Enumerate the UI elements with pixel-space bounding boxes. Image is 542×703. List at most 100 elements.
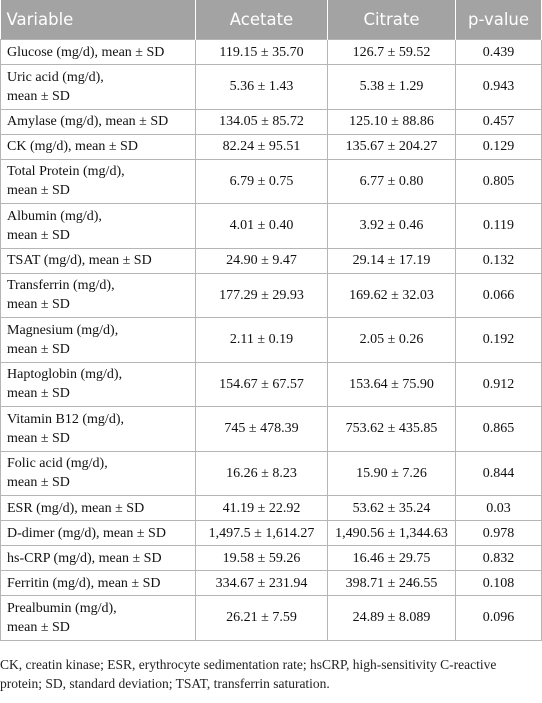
header-row: Variable Acetate Citrate p-value: [0, 0, 542, 40]
cell-line: mean ± SD: [7, 341, 70, 357]
table-cell: 154.67 ± 67.57: [195, 361, 328, 407]
table-cell: 41.19 ± 22.92: [195, 495, 328, 521]
table-cell: 0.865: [455, 406, 542, 452]
table-row: Prealbumin (mg/d), mean ± SD 26.21 ± 7.59 2…: [0, 595, 542, 641]
cell-line: Transferrin (mg/d),: [7, 278, 115, 294]
table-cell: 0.978: [455, 520, 542, 546]
table-cell: 82.24 ± 95.51: [195, 133, 328, 160]
table-cell: D-dimer (mg/d), mean ± SD: [0, 520, 196, 546]
table-cell: 0.805: [455, 158, 542, 204]
table-cell: 2.11 ± 0.19: [195, 317, 328, 363]
table-cell: TSAT (mg/d), mean ± SD: [0, 247, 196, 274]
table-cell: 1,497.5 ± 1,614.27: [195, 520, 328, 546]
table-cell: 0.912: [455, 361, 542, 407]
table-row: Total Protein (mg/d), mean ± SD 6.79 ± 0.7…: [0, 158, 542, 204]
table-cell: 5.38 ± 1.29: [327, 64, 456, 110]
table-cell: Albumin (mg/d), mean ± SD: [0, 203, 196, 249]
table-cell: 0.832: [455, 545, 542, 571]
table-cell: 745 ± 478.39: [195, 406, 328, 452]
table-cell: 0.943: [455, 64, 542, 110]
table-cell: 0.096: [455, 595, 542, 641]
table-row: Glucose (mg/d), mean ± SD 119.15 ± 35.70 1…: [0, 39, 542, 65]
table-cell: 2.05 ± 0.26: [327, 317, 456, 363]
table-cell: 0.457: [455, 108, 542, 135]
header-cell: Acetate: [195, 0, 328, 40]
table-cell: 135.67 ± 204.27: [327, 133, 456, 160]
table-cell: 334.67 ± 231.94: [195, 570, 328, 596]
table-row: Transferrin (mg/d), mean ± SD 177.29 ± 29.…: [0, 272, 542, 318]
table-cell: 24.90 ± 9.47: [195, 247, 328, 274]
table-cell: 16.46 ± 29.75: [327, 545, 456, 571]
cell-line: mean ± SD: [7, 475, 70, 491]
table-cell: 5.36 ± 1.43: [195, 64, 328, 110]
table-cell: 0.844: [455, 450, 542, 496]
data-table: Variable Acetate Citrate p-value Glucose (m…: [0, 0, 542, 641]
cell-line: mean ± SD: [7, 297, 70, 313]
table-cell: 6.77 ± 0.80: [327, 158, 456, 204]
table-cell: Folic acid (mg/d), mean ± SD: [0, 450, 196, 496]
header-cell: Variable: [0, 0, 196, 40]
cell-line: Albumin (mg/d),: [7, 208, 102, 224]
table-row: Amylase (mg/d), mean ± SD 134.05 ± 85.72 1…: [0, 108, 542, 135]
table-body: Glucose (mg/d), mean ± SD 119.15 ± 35.70 1…: [0, 39, 542, 641]
table-cell: 29.14 ± 17.19: [327, 247, 456, 274]
cell-line: Haptoglobin (mg/d),: [7, 367, 123, 383]
cell-line: Uric acid (mg/d),: [7, 69, 104, 85]
cell-line: mean ± SD: [7, 88, 70, 104]
cell-line: Folic acid (mg/d),: [7, 456, 108, 472]
table-row: Ferritin (mg/d), mean ± SD 334.67 ± 231.9…: [0, 570, 542, 596]
table-cell: 0.129: [455, 133, 542, 160]
table-cell: 0.108: [455, 570, 542, 596]
header-cell: p-value: [455, 0, 542, 40]
table-row: Vitamin B12 (mg/d), mean ± SD 745 ± 478.39…: [0, 406, 542, 452]
table-row: Uric acid (mg/d), mean ± SD 5.36 ± 1.43 5.3…: [0, 64, 542, 110]
table-row: hs-CRP (mg/d), mean ± SD 19.58 ± 59.26 16.…: [0, 545, 542, 571]
table-cell: 6.79 ± 0.75: [195, 158, 328, 204]
table-cell: Uric acid (mg/d), mean ± SD: [0, 64, 196, 110]
table-cell: hs-CRP (mg/d), mean ± SD: [0, 545, 196, 571]
table-cell: Glucose (mg/d), mean ± SD: [0, 39, 196, 65]
table-cell: 0.439: [455, 39, 542, 65]
table-row: Albumin (mg/d), mean ± SD 4.01 ± 0.40 3.92 …: [0, 203, 542, 249]
table-cell: Prealbumin (mg/d), mean ± SD: [0, 595, 196, 641]
table-row: CK (mg/d), mean ± SD 82.24 ± 95.51 135.67 …: [0, 133, 542, 160]
table-cell: 3.92 ± 0.46: [327, 203, 456, 249]
cell-line: mean ± SD: [7, 227, 70, 243]
cell-line: Magnesium (mg/d),: [7, 322, 119, 338]
table-row: Folic acid (mg/d), mean ± SD 16.26 ± 8.23 1…: [0, 450, 542, 496]
table-cell: 4.01 ± 0.40: [195, 203, 328, 249]
table-cell: Magnesium (mg/d), mean ± SD: [0, 317, 196, 363]
table-row: Haptoglobin (mg/d), mean ± SD 154.67 ± 67.…: [0, 361, 542, 407]
cell-line: mean ± SD: [7, 386, 70, 402]
table-row: D-dimer (mg/d), mean ± SD 1,497.5 ± 1,614…: [0, 520, 542, 546]
footnote: CK, creatin kinase; ESR, erythrocyte sed…: [0, 656, 497, 691]
table-cell: 753.62 ± 435.85: [327, 406, 456, 452]
table-cell: 0.132: [455, 247, 542, 274]
table-row: ESR (mg/d), mean ± SD 41.19 ± 22.92 53.62 …: [0, 495, 542, 521]
header-text: p-value: [467, 10, 530, 29]
table-cell: 19.58 ± 59.26: [195, 545, 328, 571]
table-cell: Vitamin B12 (mg/d), mean ± SD: [0, 406, 196, 452]
table-cell: 398.71 ± 246.55: [327, 570, 456, 596]
cell-line: mean ± SD: [7, 430, 70, 446]
table-cell: ESR (mg/d), mean ± SD: [0, 495, 196, 521]
table-cell: 125.10 ± 88.86: [327, 108, 456, 135]
table-cell: Total Protein (mg/d), mean ± SD: [0, 158, 196, 204]
table-cell: 53.62 ± 35.24: [327, 495, 456, 521]
header-cell: Citrate: [327, 0, 456, 40]
table-cell: CK (mg/d), mean ± SD: [0, 133, 196, 160]
table-cell: 153.64 ± 75.90: [327, 361, 456, 407]
table-cell: Transferrin (mg/d), mean ± SD: [0, 272, 196, 318]
cell-line: mean ± SD: [7, 183, 70, 199]
table-cell: 134.05 ± 85.72: [195, 108, 328, 135]
table-cell: 0.066: [455, 272, 542, 318]
table-cell: 169.62 ± 32.03: [327, 272, 456, 318]
table-cell: Ferritin (mg/d), mean ± SD: [0, 570, 196, 596]
table-cell: 126.7 ± 59.52: [327, 39, 456, 65]
table-cell: 1,490.56 ± 1,344.63: [327, 520, 456, 546]
table-cell: 0.119: [455, 203, 542, 249]
table-cell: 26.21 ± 7.59: [195, 595, 328, 641]
cell-line: Total Protein (mg/d),: [7, 164, 125, 180]
table-cell: 119.15 ± 35.70: [195, 39, 328, 65]
